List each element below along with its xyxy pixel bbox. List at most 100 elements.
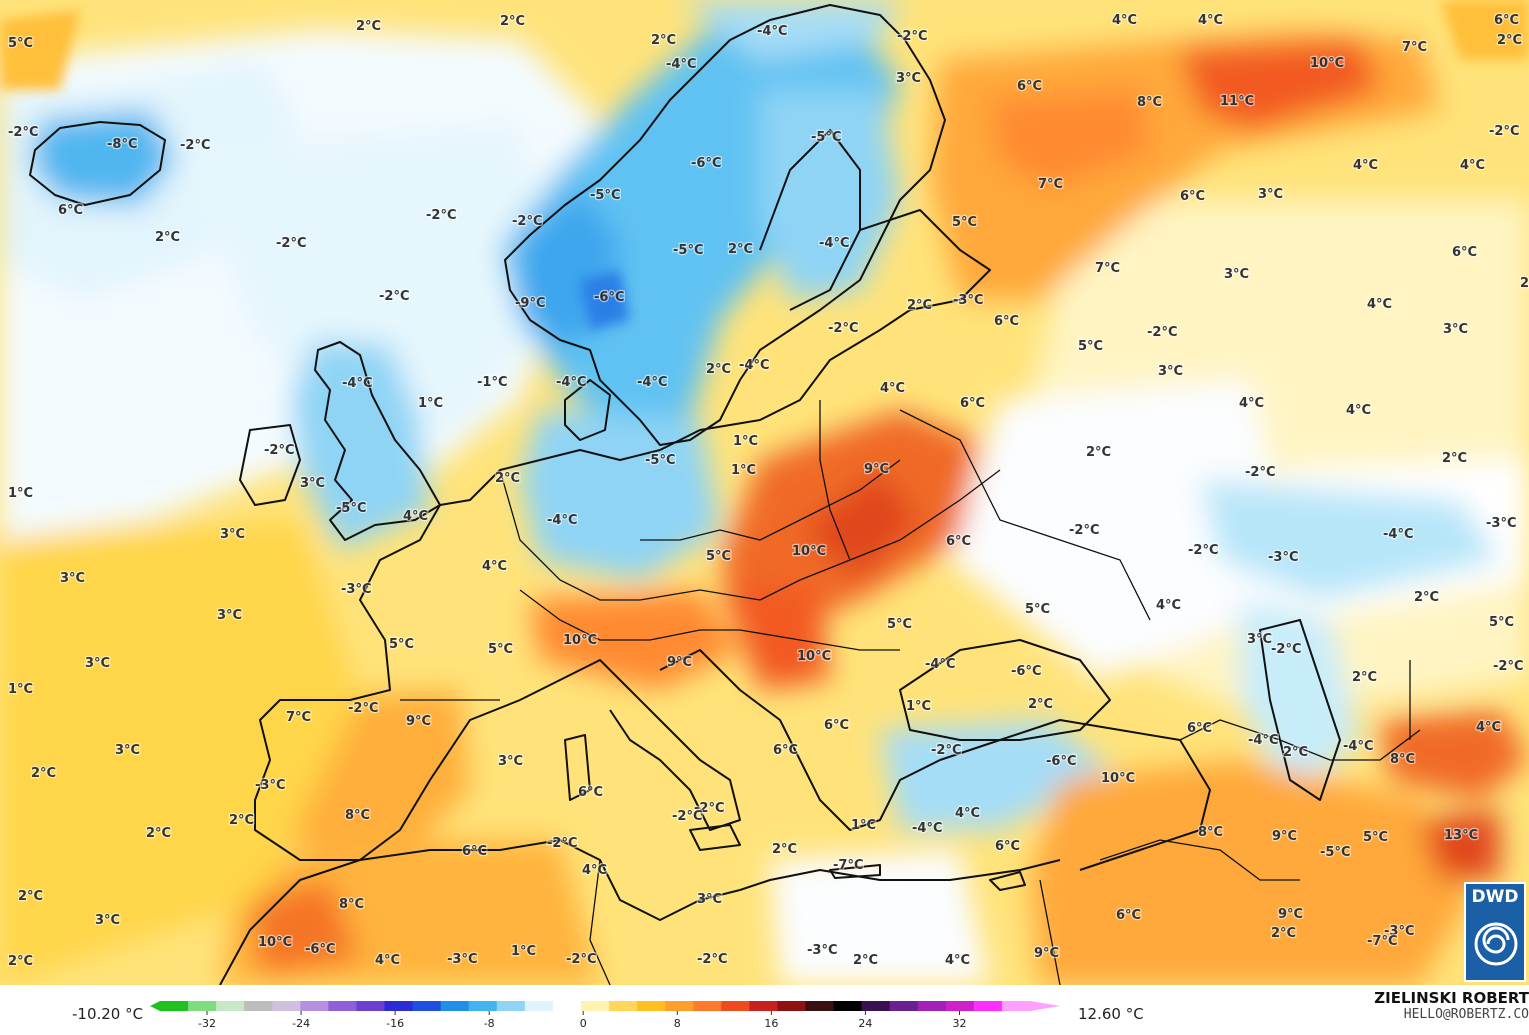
color-scale-segment — [749, 1001, 779, 1011]
temperature-label: 3°C — [896, 71, 921, 86]
temperature-label: -2°C — [897, 29, 927, 44]
temperature-label: 4°C — [1346, 403, 1371, 418]
temperature-label: -3°C — [341, 582, 371, 597]
color-scale-segment — [440, 1001, 470, 1011]
temperature-label: 9°C — [1272, 829, 1297, 844]
author-name: ZIELINSKI ROBERT — [1374, 989, 1529, 1007]
temperature-label: -8°C — [107, 137, 137, 152]
temperature-label: 3°C — [1158, 364, 1183, 379]
legend-min-label: -10.20 °C — [72, 1005, 144, 1023]
temperature-label: -4°C — [925, 657, 955, 672]
scale-tick-label: 8 — [674, 1017, 681, 1030]
temperature-label: 10°C — [258, 935, 292, 950]
temperature-label: 7°C — [1095, 261, 1120, 276]
temperature-label: 10°C — [797, 649, 831, 664]
temperature-label: -4°C — [912, 821, 942, 836]
temperature-label: -5°C — [645, 453, 675, 468]
temperature-label: -2°C — [697, 952, 727, 967]
temperature-label: 8°C — [339, 897, 364, 912]
temperature-label: 9°C — [1034, 946, 1059, 961]
temperature-label: 4°C — [1476, 720, 1501, 735]
color-scale-segment — [272, 1001, 301, 1011]
temperature-label: 7°C — [1038, 177, 1063, 192]
temperature-label: 9°C — [406, 714, 431, 729]
legend-footer: -10.20 °C -32 -24 -16 -8 0 8 16 24 32 12.60 °C Z… — [0, 985, 1529, 1035]
temperature-label: 5°C — [389, 637, 414, 652]
temperature-label: 4°C — [1239, 396, 1264, 411]
temperature-label: -2°C — [566, 952, 596, 967]
color-scale-segment — [973, 1001, 1003, 1011]
color-scale-segment — [580, 1001, 610, 1011]
scale-tick-label: 0 — [580, 1017, 587, 1030]
temperature-label: 6°C — [995, 839, 1020, 854]
legend-max-label: 12.60 °C — [1078, 1005, 1144, 1023]
temperature-field — [0, 0, 1529, 985]
temperature-label: 6°C — [946, 534, 971, 549]
temperature-label: -5°C — [336, 501, 366, 516]
temperature-label: 5°C — [488, 642, 513, 657]
temperature-label: -4°C — [1248, 733, 1278, 748]
temperature-label: -9°C — [515, 296, 545, 311]
color-scale-segment — [524, 1001, 554, 1011]
color-scale-segment — [216, 1001, 245, 1011]
temperature-label: 11°C — [1220, 94, 1254, 109]
temperature-label: 3°C — [60, 571, 85, 586]
temperature-label: 7°C — [1402, 40, 1427, 55]
temperature-label: 4°C — [1353, 158, 1378, 173]
temperature-map[interactable]: 5°C 2°C 2°C 2°C -4°C -2°C 4°C 4°C 6°C 2°C 7°C 10°C 1… — [0, 0, 1529, 985]
temperature-label: 8°C — [1390, 752, 1415, 767]
temperature-label: -2°C — [8, 125, 38, 140]
temperature-label: 4°C — [880, 381, 905, 396]
color-scale-segment — [693, 1001, 722, 1011]
temperature-label: 2°C — [1271, 926, 1296, 941]
scale-arrow-left — [150, 1001, 160, 1011]
scale-tick-label: -24 — [292, 1017, 310, 1030]
temperature-label: 3°C — [1443, 322, 1468, 337]
temperature-label: 6°C — [1452, 245, 1477, 260]
author-email[interactable]: HELLO@ROBERTZ.CO — [1403, 1007, 1529, 1022]
color-scale-segments — [150, 1001, 1060, 1011]
temperature-label: 2°C — [229, 813, 254, 828]
temperature-label: -6°C — [1011, 664, 1041, 679]
map-canvas: 5°C 2°C 2°C 2°C -4°C -2°C 4°C 4°C 6°C 2°C 7°C 10°C 1… — [0, 0, 1529, 985]
temperature-label: 3°C — [220, 527, 245, 542]
temperature-label: 4°C — [1460, 158, 1485, 173]
temperature-label: -2°C — [512, 214, 542, 229]
temperature-label: 3°C — [1258, 187, 1283, 202]
temperature-label: 4°C — [1367, 297, 1392, 312]
temperature-label: 2°C — [146, 826, 171, 841]
scale-tick-label: -8 — [484, 1017, 495, 1030]
temperature-label: 2°C — [1442, 451, 1467, 466]
temperature-label: 4°C — [403, 509, 428, 524]
temperature-label: 2°C — [356, 19, 381, 34]
color-scale-segment — [721, 1001, 750, 1011]
scale-tick-label: -32 — [198, 1017, 216, 1030]
temperature-label: 5°C — [1489, 615, 1514, 630]
temperature-label: -2°C — [1069, 523, 1099, 538]
temperature-label: -4°C — [342, 376, 372, 391]
temperature-label: -2°C — [1489, 124, 1519, 139]
temperature-label: 4°C — [945, 953, 970, 968]
scale-arrow-right — [1030, 1001, 1060, 1011]
temperature-label: -4°C — [666, 57, 696, 72]
temperature-label: -4°C — [1383, 527, 1413, 542]
temperature-label: 5°C — [952, 215, 977, 230]
temperature-label: -5°C — [811, 130, 841, 145]
temperature-label: -4°C — [556, 375, 586, 390]
temperature-label: 3°C — [115, 743, 140, 758]
temperature-label: 4°C — [1198, 13, 1223, 28]
temperature-label: -2°C — [1493, 659, 1523, 674]
color-scale-segment — [384, 1001, 414, 1011]
temperature-label: 13°C — [1444, 828, 1478, 843]
color-scale-segment — [945, 1001, 975, 1011]
temperature-label: 2°C — [1497, 33, 1522, 48]
temperature-label: -2°C — [276, 236, 306, 251]
temperature-label: 1°C — [906, 699, 931, 714]
temperature-label: 9°C — [864, 462, 889, 477]
temperature-label: -2°C — [931, 743, 961, 758]
temperature-label: -1°C — [477, 375, 507, 390]
temperature-label: 2°C — [31, 766, 56, 781]
temperature-label: 6°C — [1494, 13, 1519, 28]
temperature-label: 3°C — [85, 656, 110, 671]
temperature-label: 2°C — [18, 889, 43, 904]
